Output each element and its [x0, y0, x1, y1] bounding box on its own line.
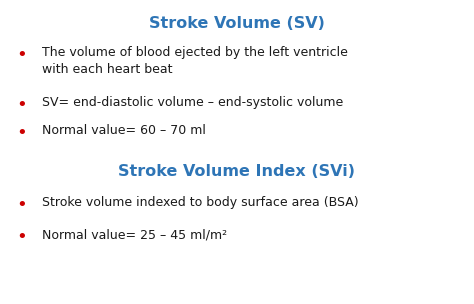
Text: Stroke Volume Index (SVi): Stroke Volume Index (SVi)	[118, 164, 356, 179]
Text: Normal value= 60 – 70 ml: Normal value= 60 – 70 ml	[42, 124, 206, 137]
Text: •: •	[17, 96, 27, 114]
Text: SV= end-diastolic volume – end-systolic volume: SV= end-diastolic volume – end-systolic …	[42, 96, 343, 109]
Text: Normal value= 25 – 45 ml/m²: Normal value= 25 – 45 ml/m²	[42, 228, 227, 241]
Text: •: •	[17, 46, 27, 64]
Text: Stroke volume indexed to body surface area (BSA): Stroke volume indexed to body surface ar…	[42, 196, 359, 209]
Text: •: •	[17, 124, 27, 142]
Text: •: •	[17, 228, 27, 246]
Text: •: •	[17, 196, 27, 214]
Text: The volume of blood ejected by the left ventricle: The volume of blood ejected by the left …	[42, 46, 348, 59]
Text: Stroke Volume (SV): Stroke Volume (SV)	[149, 16, 325, 31]
Text: with each heart beat: with each heart beat	[42, 63, 173, 76]
